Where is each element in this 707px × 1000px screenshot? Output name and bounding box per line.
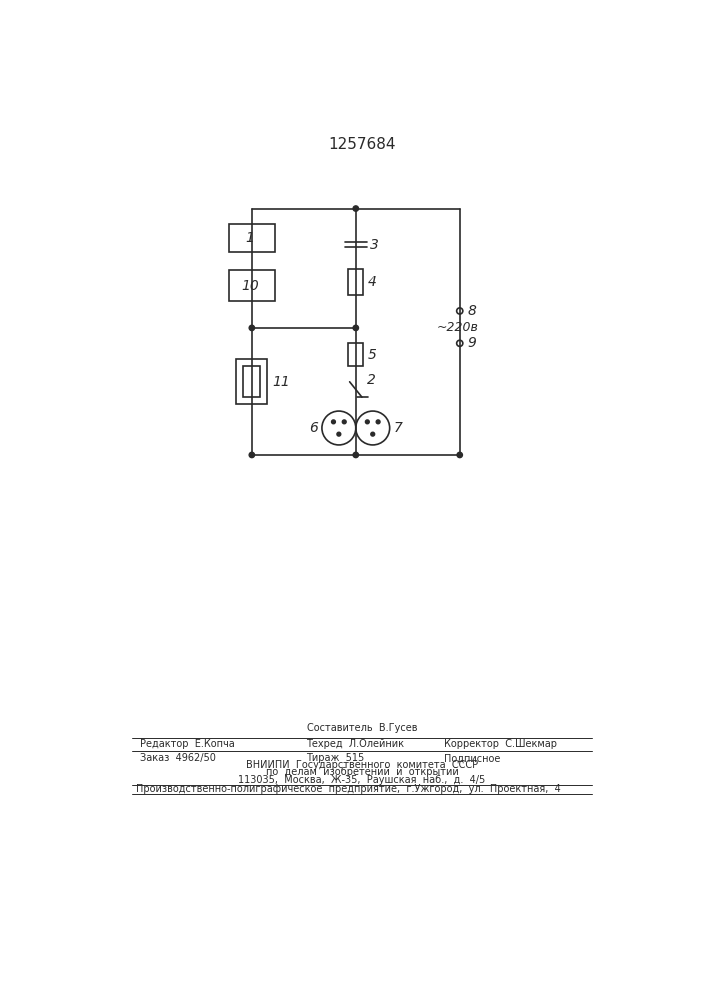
Text: 8: 8 — [467, 304, 477, 318]
Circle shape — [342, 420, 346, 424]
Text: 113035,  Москва,  Ж-35,  Раушская  наб.,  д.  4/5: 113035, Москва, Ж-35, Раушская наб., д. … — [238, 775, 486, 785]
Bar — [243, 366, 260, 397]
Text: 9: 9 — [467, 336, 477, 350]
Circle shape — [353, 206, 358, 211]
Text: Составитель  В.Гусев: Составитель В.Гусев — [307, 723, 417, 733]
Circle shape — [376, 420, 380, 424]
Bar — [348, 343, 363, 366]
Bar — [229, 224, 275, 252]
Circle shape — [457, 340, 463, 346]
Circle shape — [337, 432, 341, 436]
Text: 1: 1 — [245, 231, 254, 245]
Text: Производственно-полиграфическое  предприятие,  г.Ужгород,  ул.  Проектная,  4: Производственно-полиграфическое предприя… — [136, 784, 561, 794]
Text: Тираж  515: Тираж 515 — [305, 753, 364, 763]
Text: 4: 4 — [368, 275, 376, 289]
Circle shape — [356, 411, 390, 445]
Text: Корректор  С.Шекмар: Корректор С.Шекмар — [444, 739, 557, 749]
Text: 6: 6 — [309, 421, 318, 435]
Circle shape — [249, 452, 255, 458]
Text: по  делам  изобретений  и  открытий: по делам изобретений и открытий — [266, 767, 458, 777]
Circle shape — [353, 325, 358, 331]
Text: 7: 7 — [394, 421, 402, 435]
Bar — [348, 269, 363, 295]
Text: ВНИИПИ  Государственного  комитета  СССР: ВНИИПИ Государственного комитета СССР — [246, 760, 478, 770]
Text: 3: 3 — [370, 238, 379, 252]
Circle shape — [457, 452, 462, 458]
Text: Техред  Л.Олейник: Техред Л.Олейник — [305, 739, 404, 749]
Circle shape — [249, 325, 255, 331]
Circle shape — [366, 420, 369, 424]
Circle shape — [332, 420, 335, 424]
Text: Заказ  4962/50: Заказ 4962/50 — [140, 753, 216, 763]
Text: ~220в: ~220в — [437, 321, 479, 334]
Bar — [229, 270, 275, 301]
Circle shape — [370, 432, 375, 436]
Text: 11: 11 — [272, 375, 290, 389]
Text: 5: 5 — [368, 348, 376, 362]
Bar — [236, 359, 267, 404]
Text: 1257684: 1257684 — [328, 137, 396, 152]
Circle shape — [457, 308, 463, 314]
Text: 10: 10 — [241, 279, 259, 293]
Text: Редактор  Е.Копча: Редактор Е.Копча — [140, 739, 235, 749]
Circle shape — [322, 411, 356, 445]
Text: 2: 2 — [366, 373, 375, 387]
Text: Подписное: Подписное — [444, 753, 501, 763]
Circle shape — [353, 452, 358, 458]
